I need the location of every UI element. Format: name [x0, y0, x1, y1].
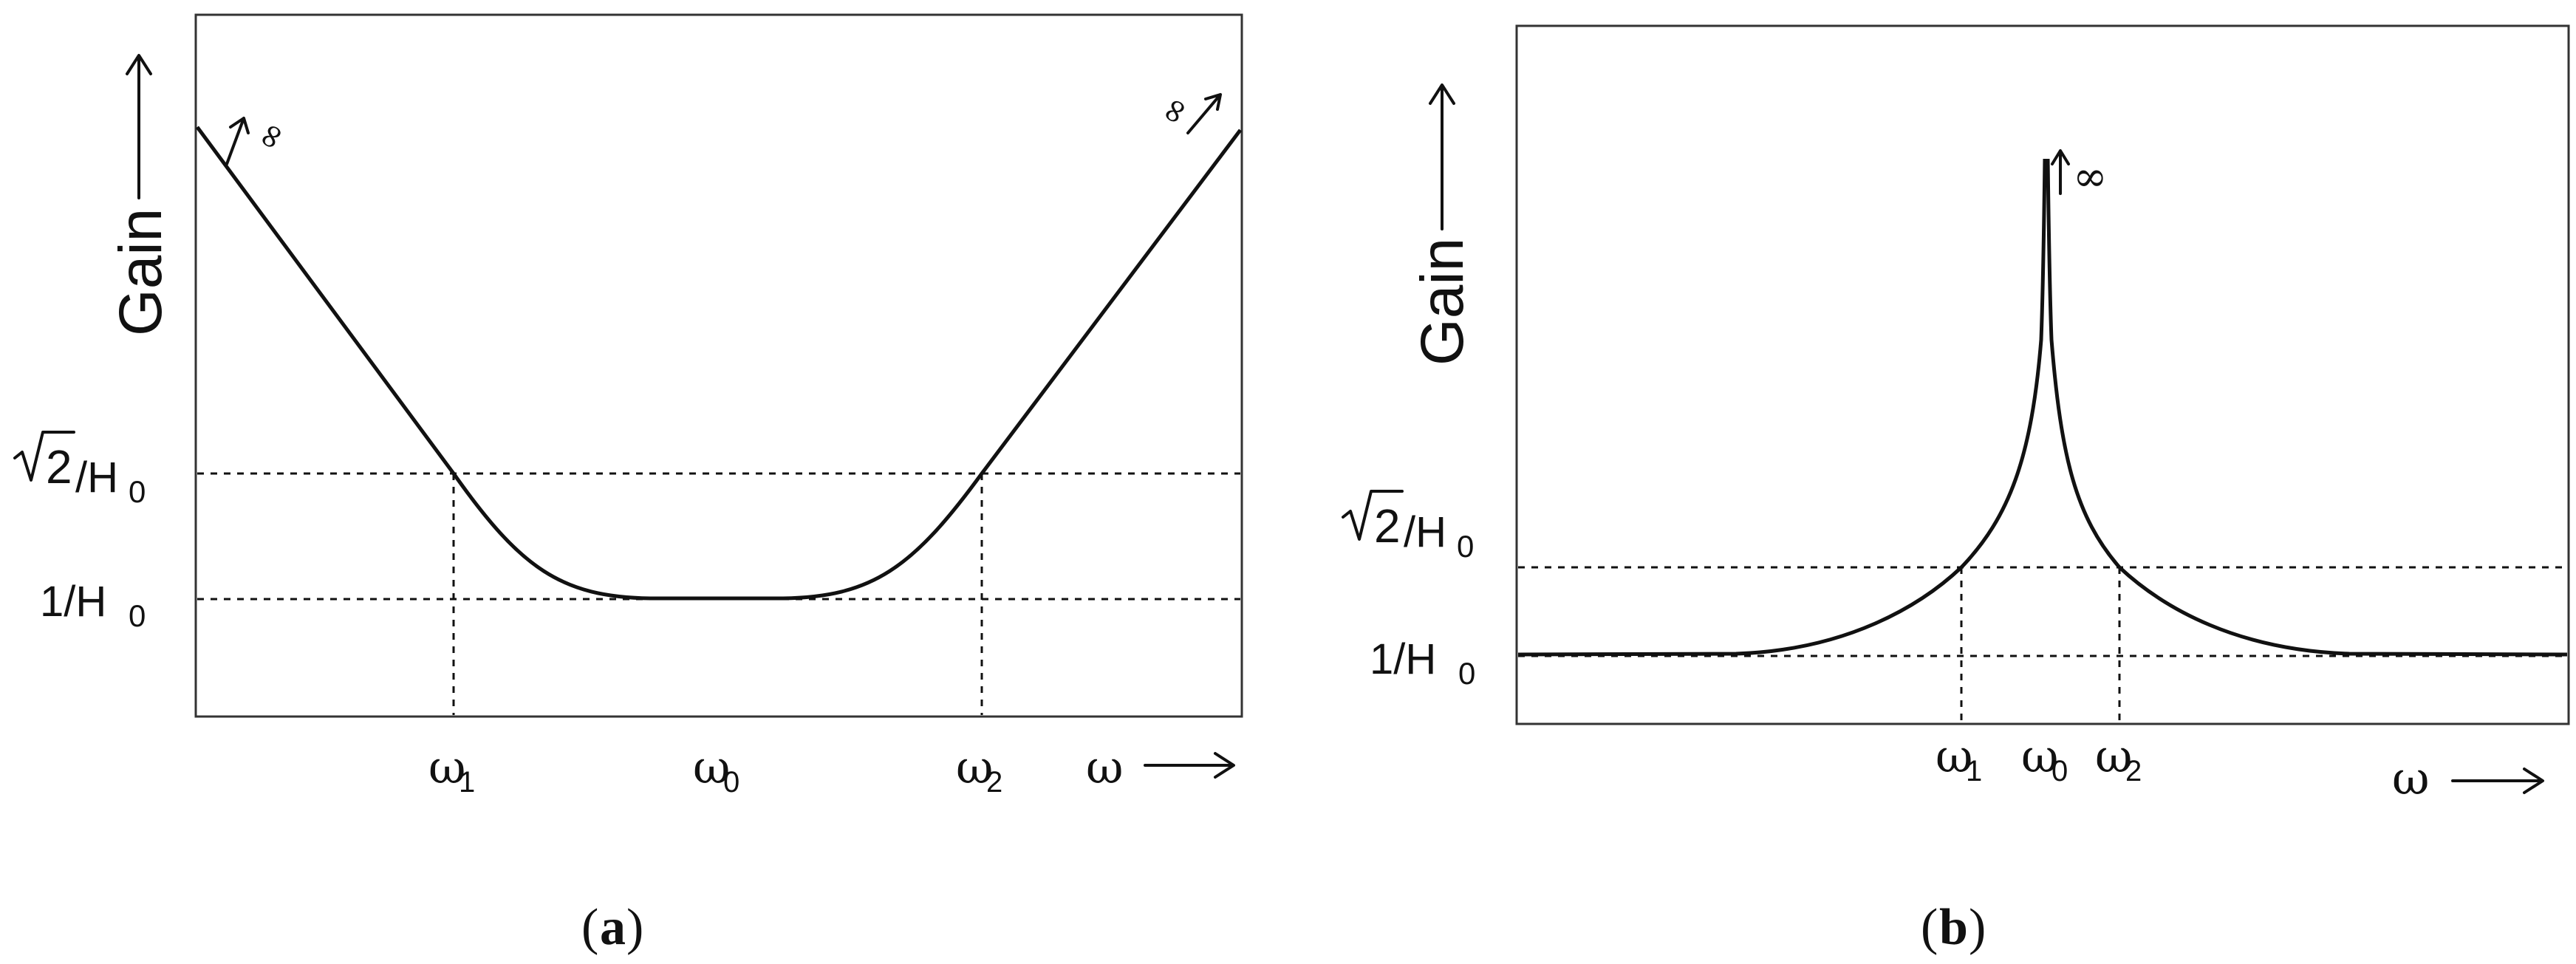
panel-b-x-mark-omega2: ω 2 — [2095, 729, 2142, 787]
panel-a-caption: ( a ) — [581, 899, 643, 956]
panel-a-left-up-arrow-icon — [225, 117, 250, 165]
panel-b-peak-infinity-symbol: ∞ — [2073, 153, 2108, 201]
panel-b-x-mark-omega0-sub: 0 — [2051, 755, 2068, 787]
panel-b-upper-level-rest: /H — [1404, 508, 1446, 556]
panel-b-lower-level-sub: 0 — [1458, 656, 1475, 691]
panel-a-lower-level-main: 1/H — [40, 578, 106, 626]
panel-b-peak-arrow-icon — [2051, 149, 2070, 165]
panel-a-upper-level-rest: /H — [75, 454, 118, 502]
panel-b-caption-open: ( — [1921, 899, 1938, 956]
panel-a-lower-level-sub: 0 — [129, 598, 146, 633]
panel-a-upper-level-sub: 0 — [129, 474, 146, 509]
panel-a-x-mark-omega2: ω 2 — [956, 740, 1002, 799]
panel-a-gain-curve — [195, 126, 1242, 601]
panel-b-x-mark-omega2-main: ω — [2095, 729, 2133, 783]
panel-a-x-axis-label: ω — [1086, 740, 1235, 794]
panel-a-upper-level-radicand: 2 — [46, 440, 72, 493]
panel-a-caption-letter: a — [600, 899, 626, 956]
panel-b-sqrt-sign-icon — [1342, 490, 1404, 541]
panel-a-x-mark-omega1-main: ω — [428, 740, 466, 794]
panel-b: ∞ Gain 2 /H 0 1/H 0 ω 1 ω 0 ω — [1342, 24, 2570, 956]
panel-a-lower-level-label: 1/H 0 — [40, 578, 146, 633]
panel-b-caption: ( b ) — [1921, 899, 1986, 956]
panel-b-lower-level-main: 1/H — [1370, 635, 1436, 683]
panel-a-y-axis-arrow-icon — [126, 54, 152, 75]
panel-b-frame — [1515, 24, 2570, 725]
panel-b-x-mark-omega1: ω 1 — [1936, 729, 1982, 787]
panel-b-x-mark-omega2-sub: 2 — [2125, 755, 2142, 787]
panel-b-x-mark-omega0-main: ω — [2021, 729, 2059, 783]
panel-a: ∞ ∞ Gain 2 /H 0 1/H 0 ω 1 ω 0 ω — [13, 13, 1243, 956]
panel-a-x-mark-omega2-main: ω — [956, 740, 994, 794]
panel-a-x-mark-omega0: ω 0 — [693, 740, 739, 799]
panel-b-upper-level-radicand: 2 — [1374, 499, 1401, 553]
panel-b-caption-letter: b — [1939, 899, 1968, 956]
panel-b-x-mark-omega1-sub: 1 — [1966, 755, 1982, 787]
panel-a-y-axis-text: Gain — [107, 208, 174, 336]
panel-b-lower-level-label: 1/H 0 — [1370, 635, 1475, 691]
panel-b-peak-infinity: ∞ — [2051, 149, 2108, 201]
panel-b-caption-close: ) — [1969, 899, 1986, 956]
panel-b-upper-level-label: 2 /H 0 — [1342, 490, 1474, 564]
panel-a-x-mark-omega2-sub: 2 — [986, 766, 1002, 799]
panel-a-y-axis-label: Gain — [107, 54, 174, 336]
panel-b-x-axis-arrow-icon — [2523, 768, 2544, 794]
panel-b-x-axis-label: ω — [2392, 751, 2544, 805]
panel-a-x-axis-arrow-icon — [1214, 752, 1235, 779]
panel-a-caption-open: ( — [581, 899, 598, 956]
panel-b-x-axis-symbol: ω — [2392, 751, 2430, 805]
panel-a-sqrt-sign-icon — [13, 431, 75, 482]
panel-a-x-mark-omega0-main: ω — [693, 740, 731, 794]
panel-b-upper-level-sub: 0 — [1457, 529, 1474, 564]
panel-b-y-axis-label: Gain — [1409, 83, 1476, 366]
panel-a-upper-level-label: 2 /H 0 — [13, 431, 146, 509]
panel-b-gain-curve — [1517, 158, 2568, 657]
panel-a-x-mark-omega1: ω 1 — [428, 740, 475, 799]
panel-a-right-infinity-symbol: ∞ — [1149, 88, 1198, 132]
panel-a-x-axis-symbol: ω — [1086, 740, 1124, 794]
panel-b-x-mark-omega0: ω 0 — [2021, 729, 2068, 787]
panel-b-x-mark-omega1-main: ω — [1936, 729, 1973, 783]
panel-a-x-mark-omega0-sub: 0 — [723, 766, 739, 799]
panel-a-left-infinity-symbol: ∞ — [246, 114, 295, 158]
panel-a-caption-close: ) — [626, 899, 643, 956]
panel-b-y-axis-arrow-icon — [1429, 83, 1455, 105]
panel-a-x-mark-omega1-sub: 1 — [459, 766, 475, 799]
panel-b-y-axis-text: Gain — [1409, 238, 1476, 366]
panel-a-right-up-arrow-icon — [1186, 93, 1222, 134]
panel-a-frame — [194, 13, 1243, 718]
